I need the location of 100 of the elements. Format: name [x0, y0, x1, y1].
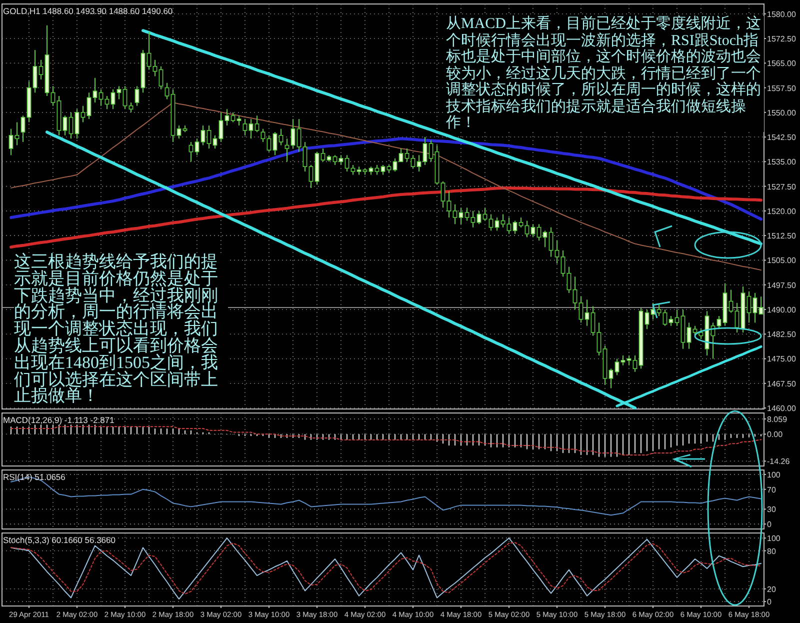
candlestick — [548, 226, 554, 258]
candlestick — [14, 122, 20, 146]
candlestick — [338, 154, 344, 166]
candlestick — [404, 148, 410, 162]
candlestick — [572, 276, 578, 310]
candlestick — [296, 118, 302, 152]
candlestick — [530, 224, 536, 238]
candlestick — [398, 148, 404, 162]
candlestick — [626, 354, 632, 366]
candlestick — [86, 92, 92, 120]
y-tick-label: 1535.00 — [767, 158, 796, 167]
y-tick-label: 0.00 — [767, 430, 784, 440]
y-tick-label: 30 — [767, 505, 776, 514]
candlestick — [554, 240, 560, 264]
candlestick — [566, 266, 572, 294]
candlestick — [284, 138, 290, 162]
y-tick-label: 1497.50 — [767, 280, 796, 290]
y-tick-label: 1490.00 — [767, 305, 796, 314]
candlestick — [488, 214, 494, 232]
candlestick — [152, 59, 158, 77]
candlestick — [524, 220, 530, 238]
candlestick — [68, 112, 74, 140]
candlestick — [452, 204, 458, 225]
y-tick-label: 1572.50 — [767, 34, 796, 44]
candlestick — [194, 138, 200, 156]
y-tick-label: 1482.50 — [767, 330, 796, 340]
candlestick — [122, 86, 128, 110]
candlestick — [464, 207, 470, 222]
candlestick — [164, 82, 170, 100]
candlestick — [200, 125, 206, 146]
candlestick — [746, 290, 752, 324]
candlestick — [104, 95, 110, 110]
y-tick-label: 1505.00 — [767, 256, 796, 266]
y-tick-label: 80 — [767, 546, 776, 556]
candlestick — [332, 154, 338, 166]
candlestick — [230, 112, 236, 123]
chart-title: RSI(14) 51.0656 — [3, 472, 66, 482]
candlestick — [146, 31, 152, 70]
candlestick — [290, 118, 296, 150]
chart-title: MACD(12,26,9) -1.113 -2.871 — [3, 415, 115, 425]
line-series — [142, 29, 762, 246]
candlestick — [728, 289, 734, 314]
candlestick — [242, 118, 248, 136]
candlestick — [422, 136, 428, 166]
y-tick-label: 1512.50 — [767, 232, 796, 241]
y-tick-label: -14.26 — [767, 457, 790, 466]
candlestick — [512, 220, 518, 234]
candlestick — [686, 322, 692, 350]
candlestick — [500, 214, 506, 228]
candlestick — [578, 296, 584, 324]
candlestick — [350, 164, 356, 176]
candlestick — [80, 105, 86, 123]
candlestick — [116, 86, 122, 100]
y-tick-label: 8.059 — [767, 414, 788, 424]
candlestick — [158, 66, 164, 90]
candlestick — [260, 128, 266, 142]
y-tick-label: 1580.00 — [767, 10, 796, 19]
candlestick — [134, 86, 140, 106]
y-tick-label: 20 — [767, 584, 776, 594]
candlestick — [644, 308, 650, 330]
candlestick — [608, 368, 614, 389]
candlestick — [506, 217, 512, 234]
candlestick — [410, 154, 416, 169]
candlestick — [614, 358, 620, 376]
chart-title: Stoch(5,3,3) 60.1660 56.3660 — [3, 535, 116, 545]
candlestick — [632, 354, 638, 372]
candlestick — [92, 77, 98, 104]
candlestick — [308, 164, 314, 188]
candlestick — [674, 308, 680, 326]
candlestick — [518, 217, 524, 228]
candlestick — [236, 115, 242, 126]
candlestick — [734, 302, 740, 333]
candlestick — [560, 250, 566, 278]
candlestick — [320, 148, 326, 162]
candlestick — [476, 210, 482, 225]
y-tick-label: 1527.50 — [767, 182, 796, 192]
candlestick — [62, 115, 68, 136]
candlestick — [596, 322, 602, 356]
candlestick — [50, 86, 56, 106]
candlestick — [266, 134, 272, 152]
y-tick-label: 70 — [767, 485, 776, 494]
candlestick — [176, 125, 182, 140]
candlestick — [416, 154, 422, 172]
candlestick — [8, 128, 14, 156]
candlestick — [536, 224, 542, 241]
candlestick — [374, 164, 380, 176]
candlestick — [482, 207, 488, 222]
candlestick — [278, 128, 284, 146]
y-tick-label: 1550.00 — [767, 108, 796, 118]
candlestick — [32, 49, 38, 94]
y-tick-label: 1467.50 — [767, 379, 796, 388]
candlestick — [662, 308, 668, 326]
y-tick-label: 1557.50 — [767, 84, 796, 93]
annotation: 从MACD上来看，目前已经处于零度线附近，这个时候行情会出现一波新的选择，RSI跟Stoch指标也是处于中间部位，这个时候价格的波动也会较为小，经过这几天的大跌，行情已经到了一个调整状态的时候了，所以在周一的时候，这样的技术指标给我们的提示就是适合我们做短线操作！ — [446, 16, 764, 132]
candlestick — [620, 354, 626, 366]
candlestick — [692, 325, 698, 336]
text: 这三根趋势线给予我们的提示就是目前价格仍然是处于下跌趋势当中，经过我刚刚的分析，周一的行情将会出现一个调整状态出现，我们从趋势线上可以看到价格会出现在1480到1505之间，我们可以选择在这个区间带上止损做单！ — [14, 252, 218, 406]
candlestick — [224, 108, 230, 126]
y-tick-label: 1565.00 — [767, 59, 796, 68]
y-tick-label: 100 — [767, 470, 781, 480]
